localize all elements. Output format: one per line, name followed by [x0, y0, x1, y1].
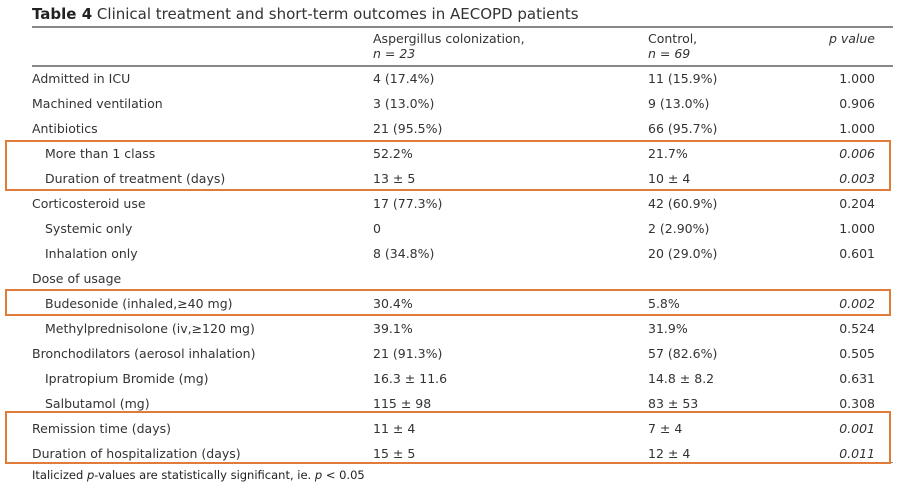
control-value: 10 ± 4: [648, 171, 691, 186]
table-caption: Clinical treatment and short-term outcom…: [96, 5, 579, 23]
row-label: Budesonide (inhaled,≥40 mg): [45, 296, 233, 311]
aspergillus-value: 3 (13.0%): [373, 96, 435, 111]
p-value: 0.631: [839, 371, 875, 386]
control-value: 57 (82.6%): [648, 346, 718, 361]
aspergillus-value: 30.4%: [373, 296, 413, 311]
p-value: 0.906: [839, 96, 875, 111]
row-label: More than 1 class: [45, 146, 156, 161]
control-value: 42 (60.9%): [648, 196, 718, 211]
p-value: 1.000: [839, 121, 875, 136]
control-value: 9 (13.0%): [648, 96, 710, 111]
highlight-box-budesonide: [5, 289, 891, 316]
aspergillus-value: 115 ± 98: [373, 396, 432, 411]
row-label: Systemic only: [45, 221, 133, 236]
p-value: 0.006: [839, 146, 875, 161]
control-value: 11 (15.9%): [648, 71, 718, 86]
control-value: 31.9%: [648, 321, 688, 336]
p-value: 1.000: [839, 221, 875, 236]
p-value: 0.001: [839, 421, 875, 436]
aspergillus-value: 11 ± 4: [373, 421, 416, 436]
p-value: 0.204: [839, 196, 875, 211]
header-rule: [32, 65, 893, 67]
row-label: Ipratropium Bromide (mg): [45, 371, 209, 386]
control-value: 66 (95.7%): [648, 121, 718, 136]
top-rule: [32, 26, 893, 28]
highlight-box-outcomes: [5, 411, 891, 464]
control-value: 20 (29.0%): [648, 246, 718, 261]
row-label: Antibiotics: [32, 121, 98, 136]
control-value: 14.8 ± 8.2: [648, 371, 715, 386]
p-value: 1.000: [839, 71, 875, 86]
footnote: Italicized p-values are statistically si…: [32, 468, 365, 482]
header-p-value: p value: [828, 31, 875, 46]
aspergillus-value: 39.1%: [373, 321, 413, 336]
table-number: Table 4: [32, 5, 93, 23]
control-value: 21.7%: [648, 146, 688, 161]
row-label: Bronchodilators (aerosol inhalation): [32, 346, 256, 361]
aspergillus-value: 16.3 ± 11.6: [373, 371, 448, 386]
control-value: 5.8%: [648, 296, 680, 311]
row-label: Admitted in ICU: [32, 71, 131, 86]
row-label: Dose of usage: [32, 271, 122, 286]
row-label: Machined ventilation: [32, 96, 163, 111]
p-value: 0.002: [839, 296, 875, 311]
aspergillus-value: 21 (91.3%): [373, 346, 443, 361]
p-value: 0.308: [839, 396, 875, 411]
row-label: Salbutamol (mg): [45, 396, 150, 411]
p-value: 0.003: [839, 171, 875, 186]
highlight-box-antibiotics: [5, 140, 891, 191]
control-value: 83 ± 53: [648, 396, 699, 411]
row-label: Remission time (days): [32, 421, 171, 436]
table-title: Table 4 Clinical treatment and short-ter…: [32, 5, 579, 23]
aspergillus-value: 15 ± 5: [373, 446, 416, 461]
control-value: 12 ± 4: [648, 446, 691, 461]
aspergillus-value: 0: [373, 221, 381, 236]
aspergillus-value: 4 (17.4%): [373, 71, 435, 86]
p-value: 0.601: [839, 246, 875, 261]
aspergillus-value: 13 ± 5: [373, 171, 416, 186]
row-label: Inhalation only: [45, 246, 138, 261]
control-value: 2 (2.90%): [648, 221, 710, 236]
aspergillus-value: 21 (95.5%): [373, 121, 443, 136]
header-control: Control, n = 69: [648, 31, 698, 61]
control-value: 7 ± 4: [648, 421, 683, 436]
aspergillus-value: 52.2%: [373, 146, 413, 161]
row-label: Methylprednisolone (iv,≥120 mg): [45, 321, 255, 336]
row-label: Duration of treatment (days): [45, 171, 226, 186]
p-value: 0.505: [839, 346, 875, 361]
row-label: Corticosteroid use: [32, 196, 146, 211]
row-label: Duration of hospitalization (days): [32, 446, 241, 461]
p-value: 0.524: [839, 321, 875, 336]
aspergillus-value: 17 (77.3%): [373, 196, 443, 211]
p-value: 0.011: [839, 446, 875, 461]
header-aspergillus: Aspergillus colonization, n = 23: [373, 31, 525, 61]
aspergillus-value: 8 (34.8%): [373, 246, 435, 261]
